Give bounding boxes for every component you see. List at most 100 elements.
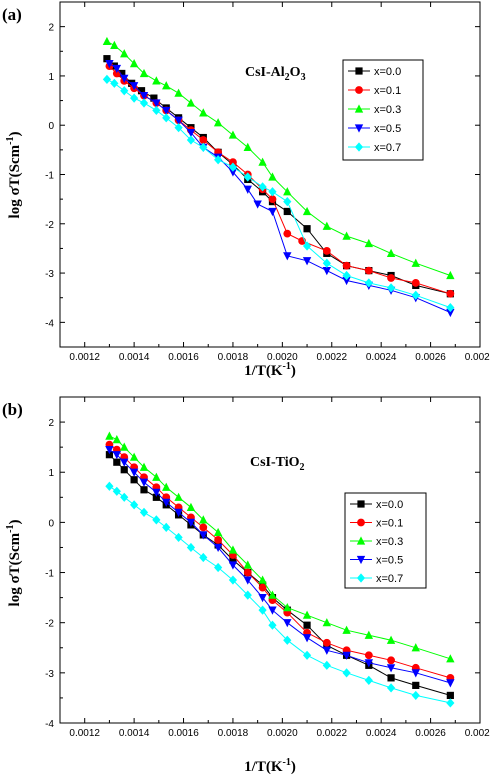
legend: x=0.0 x=0.1 x=0.3 x=0.5 x=0.7 (342, 59, 424, 161)
data-point (322, 246, 331, 255)
data-point (152, 76, 161, 85)
x-tick-label: 0.0024 (366, 728, 397, 739)
chart-title: CsI-TiO2 (250, 455, 305, 473)
data-point (152, 99, 161, 108)
data-point (152, 515, 161, 525)
legend-label: x=0.5 (376, 555, 403, 567)
data-point (364, 278, 373, 288)
y-tick-label: -2 (45, 619, 54, 630)
data-point (386, 248, 396, 257)
data-point (137, 87, 146, 95)
data-point (112, 486, 121, 496)
data-point (152, 105, 161, 116)
data-point (322, 267, 332, 276)
data-point (174, 532, 183, 543)
data-point (139, 478, 149, 487)
legend-marker (357, 518, 365, 527)
data-point (364, 659, 374, 668)
data-point (411, 643, 420, 652)
data-point (322, 221, 332, 230)
x-tick-label: 0.0012 (69, 352, 100, 363)
x-tick-label: 0.0020 (267, 352, 298, 363)
data-point (342, 231, 351, 240)
data-point (152, 472, 161, 481)
chart-panel-b: (b) 0.0012 0.0014 0.0016 0.0018 0.0020 0.0022… (2, 396, 490, 775)
y-tick-label: 1 (48, 72, 54, 83)
data-point (110, 78, 119, 88)
data-point (186, 542, 196, 553)
data-point (283, 229, 292, 238)
data-point (342, 625, 351, 634)
data-point (174, 123, 183, 133)
legend-marker (354, 104, 364, 113)
data-point (174, 508, 183, 517)
data-point (302, 634, 312, 643)
data-point (411, 290, 420, 300)
data-point (268, 172, 277, 181)
data-point (364, 266, 373, 275)
data-point (120, 74, 129, 83)
data-point (199, 108, 208, 117)
x-tick-label: 0.0022 (316, 352, 347, 363)
y-tick-label: 1 (48, 468, 54, 479)
x-tick-label: 0.0016 (168, 728, 199, 739)
data-point (258, 575, 267, 584)
data-point (243, 590, 252, 600)
data-point (258, 594, 267, 603)
legend-item: x=0.7 (350, 573, 403, 585)
data-point (129, 452, 139, 461)
x-tick-label: 0.0018 (218, 728, 249, 739)
data-point (258, 157, 267, 166)
data-point (120, 49, 129, 58)
data-point (162, 498, 171, 507)
data-point (302, 241, 312, 251)
data-point (174, 116, 183, 125)
data-point (186, 502, 196, 511)
data-point (129, 59, 139, 68)
y-axis-label: log σT(Scm-1) (5, 520, 23, 607)
data-point (130, 476, 138, 484)
y-axis-label: log σT(Scm-1) (5, 132, 23, 219)
data-point (199, 142, 208, 152)
data-point (342, 668, 351, 678)
panel-tag: (b) (2, 400, 23, 419)
data-point (162, 482, 171, 491)
data-point (199, 523, 208, 532)
data-point (283, 635, 292, 645)
data-point (364, 651, 373, 660)
legend-label: x=0.1 (376, 518, 403, 530)
data-point (140, 486, 148, 494)
data-point (229, 556, 237, 564)
legend-marker (354, 124, 364, 133)
data-point (322, 618, 332, 627)
data-point (199, 515, 208, 524)
data-point (446, 654, 455, 663)
data-point (387, 274, 395, 282)
legend-label: x=0.0 (376, 499, 403, 511)
data-point (162, 522, 171, 532)
data-point (302, 257, 312, 266)
data-point (268, 606, 277, 615)
data-point (129, 82, 139, 91)
data-point (364, 238, 374, 248)
data-point (139, 92, 149, 101)
data-point (342, 270, 351, 281)
data-point (446, 691, 454, 700)
data-point (105, 481, 114, 491)
y-tick-label: -4 (45, 719, 54, 730)
data-point (322, 646, 332, 655)
data-point (302, 206, 312, 216)
data-point (243, 568, 252, 577)
legend-marker (357, 500, 365, 508)
data-point (243, 576, 252, 585)
data-point (364, 675, 373, 685)
series-x=0.5 (105, 446, 455, 688)
data-point (162, 113, 171, 123)
data-point (342, 261, 351, 270)
data-point (446, 679, 455, 688)
data-point (303, 621, 311, 629)
x-tick-label: 0.0024 (366, 352, 397, 363)
data-point (120, 466, 128, 474)
legend: x=0.0 x=0.1 x=0.3 x=0.5 x=0.7 (344, 492, 427, 589)
data-point (214, 536, 223, 544)
